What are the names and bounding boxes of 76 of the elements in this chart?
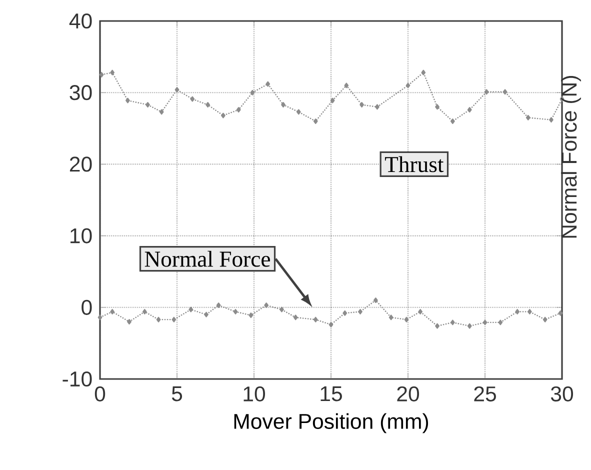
x-tick-label: 15 (320, 386, 342, 402)
point (142, 308, 147, 314)
annotation: Normal Force (144, 250, 270, 267)
point (98, 314, 102, 320)
point (281, 102, 286, 108)
point (216, 302, 221, 308)
point (373, 298, 378, 303)
point (515, 308, 520, 314)
point (527, 308, 532, 314)
point (344, 82, 349, 88)
x-tick-label: 0 (94, 386, 106, 402)
point (313, 316, 318, 322)
point (127, 318, 132, 324)
x-tick-label: 5 (172, 386, 182, 402)
point (126, 98, 130, 104)
point (388, 314, 394, 320)
x-tick-label: 10 (244, 386, 266, 402)
point (450, 320, 455, 326)
y-tick-label: 10 (70, 228, 92, 244)
point (248, 312, 254, 318)
x-tick-label: 30 (550, 386, 574, 402)
point (264, 302, 269, 308)
point (313, 118, 318, 124)
point (502, 89, 508, 95)
y-tick-label: 0 (82, 300, 92, 315)
point (266, 81, 270, 87)
point (526, 114, 530, 120)
point (233, 308, 238, 314)
point (204, 312, 208, 318)
point (156, 316, 161, 322)
point (174, 87, 180, 92)
point (498, 320, 503, 326)
point (467, 107, 472, 113)
point (146, 102, 150, 108)
point (236, 107, 241, 113)
point (435, 323, 440, 329)
point (404, 316, 409, 322)
point (190, 96, 195, 102)
point (482, 320, 488, 326)
point (293, 314, 298, 320)
point (110, 308, 115, 314)
point (406, 82, 410, 88)
x-tick-label: 25 (474, 386, 496, 402)
point (450, 118, 455, 124)
point (484, 89, 489, 95)
point (358, 308, 362, 314)
point (342, 310, 348, 316)
annotation: Thrust (384, 156, 444, 172)
point (172, 316, 176, 322)
point (360, 102, 364, 108)
point (206, 102, 210, 108)
y-tick-label: 30 (70, 85, 92, 100)
y2-axis-title: Normal Force (N) (561, 76, 581, 238)
point (280, 306, 284, 312)
y-tick-label: -10 (62, 371, 92, 387)
point (418, 308, 423, 314)
point (110, 70, 115, 76)
point (296, 109, 301, 115)
point (558, 310, 563, 316)
point (99, 72, 104, 78)
point (435, 104, 440, 110)
y-tick-label: 40 (69, 13, 92, 29)
point (467, 323, 472, 329)
point (421, 70, 426, 76)
x-tick-label: 20 (397, 386, 420, 402)
point (159, 109, 164, 115)
point (221, 112, 226, 118)
point (250, 90, 255, 96)
point (542, 316, 548, 322)
x-axis-title: Mover Position (mm) (234, 413, 428, 434)
point (188, 306, 194, 312)
point (375, 104, 380, 110)
point (549, 117, 554, 123)
point (330, 98, 335, 104)
y-tick-label: 20 (70, 156, 92, 172)
point (328, 322, 334, 328)
